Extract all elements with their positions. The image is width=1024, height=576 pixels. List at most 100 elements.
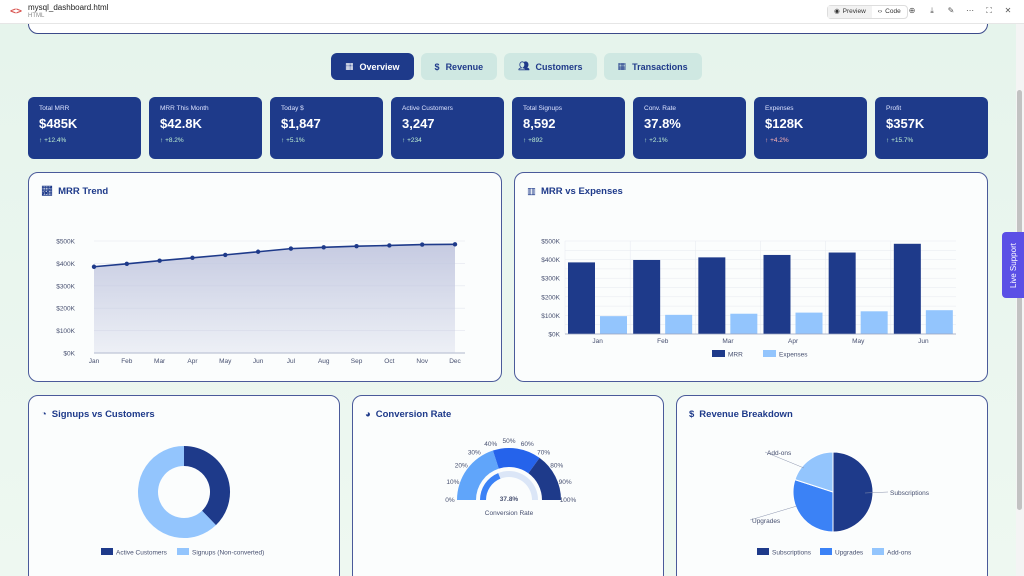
tab-revenue[interactable]: $ Revenue xyxy=(420,53,498,80)
expenses-bar xyxy=(600,316,627,334)
mrr-point xyxy=(288,246,294,251)
mrr-point xyxy=(321,245,326,250)
gauge-tick-label: 80% xyxy=(550,462,563,469)
mrr-bar xyxy=(698,257,726,334)
pie-slice xyxy=(832,451,874,533)
pie-label: Subscriptions xyxy=(890,490,930,497)
mrr-point xyxy=(124,261,130,267)
mrr-line xyxy=(93,243,456,268)
x-tick-label: Mar xyxy=(154,358,166,365)
kpi-card-conv-rate: Conv. Rate 37.8% ↑ +2.1% xyxy=(633,97,746,159)
kpi-value: $1,847 xyxy=(281,116,321,131)
kpi-card-total-signups: Total Signups 8,592 ↑ +892 xyxy=(512,97,625,159)
expenses-bar xyxy=(860,311,888,334)
conversion-rate-card: 0% 10% 20% 30% 40% 50% 60% 70% 80% 90% 100% 37.8% Co… xyxy=(352,395,664,576)
kpi-value: 8,592 xyxy=(523,116,556,131)
y-tick-label: $200K xyxy=(56,306,75,313)
x-tick-label: Jun xyxy=(918,338,929,345)
x-tick-label: Dec xyxy=(449,358,461,365)
live-support-label[interactable]: Live Support xyxy=(1008,242,1018,288)
conversion-gauge-chart: 0% 10% 20%30%40% 50% 60%70%80% 90% 100% 37.8% Co… xyxy=(445,438,577,517)
live-support-button[interactable] xyxy=(1002,232,1024,298)
line-chart-icon: 📈︎ xyxy=(41,186,54,197)
donut-slice xyxy=(138,446,216,538)
y-tick-label: $200K xyxy=(541,294,560,301)
gauge-tick-label: 100% xyxy=(560,497,577,504)
gauge-tick-label: 0% xyxy=(445,497,455,504)
close-icon[interactable]: ✕ xyxy=(1004,6,1012,15)
code-button[interactable]: ‹› Code xyxy=(872,6,907,18)
gauge-value: 37.8% xyxy=(500,496,519,503)
arrow-up-icon: ↑ xyxy=(644,137,650,144)
preview-button[interactable]: ◉ Preview xyxy=(828,6,872,18)
gauge-tick-label: 10% xyxy=(446,479,459,486)
mrr-trend-card: $0K $100K $200K $300K $400K $500K Jan Feb Mar Apr… xyxy=(28,172,502,382)
legend-label: MRR xyxy=(728,352,743,359)
expenses-bar xyxy=(665,314,693,334)
download-icon[interactable]: ⤓ xyxy=(930,6,934,15)
legend-label: Upgrades xyxy=(835,550,864,557)
html-file-icon: <> xyxy=(10,6,23,17)
arrow-up-icon: ↑ xyxy=(39,137,45,144)
legend-swatch xyxy=(820,548,832,555)
tab-customers[interactable]: 👥︎ Customers xyxy=(504,53,597,80)
legend-label: Signups (Non-converted) xyxy=(192,550,264,557)
kpi-change: ↑ +2.1% xyxy=(644,137,668,144)
kpi-card-expenses: Expenses $128K ↑ +4.2% xyxy=(754,97,867,159)
mrr-point xyxy=(419,242,425,247)
pie-slice xyxy=(792,479,834,533)
gauge-icon: ◕ xyxy=(365,409,371,420)
kpi-label: Active Customers xyxy=(402,105,453,112)
kpi-value: $128K xyxy=(765,116,804,131)
kpi-change: ↑ +4.2% xyxy=(765,137,789,144)
y-tick-label: $0K xyxy=(63,351,75,358)
mrr-point xyxy=(354,243,359,249)
x-tick-label: Apr xyxy=(187,358,198,365)
kpi-label: Expenses xyxy=(765,105,794,112)
signups-donut-chart: Active Customers Signups (Non-converted) xyxy=(101,446,264,557)
card-title: 📈︎ MRR Trend xyxy=(41,186,109,197)
mrr-bar xyxy=(893,243,921,334)
header-card xyxy=(28,24,988,34)
kpi-card-active-customers: Active Customers 3,247 ↑ +234 xyxy=(391,97,504,159)
gauge-segment xyxy=(457,450,499,500)
gauge-tick-label: 60% xyxy=(521,441,534,448)
expand-icon[interactable]: ⛶ xyxy=(986,6,992,15)
dollar-icon: $ xyxy=(434,61,440,72)
y-tick-label: $100K xyxy=(56,328,75,335)
kpi-change: ↑ +12.4% xyxy=(39,137,67,144)
dollar-icon: $ xyxy=(689,409,695,420)
mrr-trend-chart: $0K $100K $200K $300K $400K $500K Jan Feb Mar Apr… xyxy=(56,239,465,365)
y-tick-label: $300K xyxy=(56,283,75,290)
more-icon[interactable]: ⋯ xyxy=(966,6,974,15)
kpi-label: Today $ xyxy=(281,105,304,112)
gauge-tick-label: 40% xyxy=(484,441,497,448)
mrr-point xyxy=(387,243,392,248)
revenue-pie-chart: Subscriptions Upgrades Add-ons Subscription… xyxy=(749,450,930,557)
edit-icon[interactable]: ✎ xyxy=(947,6,955,15)
x-tick-label: Feb xyxy=(657,338,669,345)
legend-label: Expenses xyxy=(779,352,808,359)
kpi-value: $357K xyxy=(886,116,925,131)
expenses-bar xyxy=(795,312,823,334)
globe-icon[interactable]: ⊕ xyxy=(908,6,916,15)
gauge-tick-label: 30% xyxy=(468,449,481,456)
dashboard-page: ▦ Overview $ Revenue 👥︎ Customers ▦ Tran… xyxy=(0,24,1016,576)
table-icon: ▦ xyxy=(617,61,627,71)
card-title: ◔ Signups vs Customers xyxy=(41,409,155,420)
kpi-card-profit: Profit $357K ↑ +15.7% xyxy=(875,97,988,159)
x-tick-label: Feb xyxy=(121,358,133,365)
legend-swatch xyxy=(757,548,769,555)
scrollbar-thumb[interactable] xyxy=(1017,90,1022,510)
legend-label: Add-ons xyxy=(887,550,912,557)
legend-swatch xyxy=(177,548,189,555)
mrr-vs-expenses-chart: $0K $100K $200K $300K $400K $500K Jan Feb Mar Apr… xyxy=(541,239,956,359)
app-title-bar: <> mysql_dashboard.html HTML ◉ Preview ‹›… xyxy=(0,0,1024,24)
gauge-segment xyxy=(492,448,540,474)
tab-overview[interactable]: ▦ Overview xyxy=(331,53,414,80)
kpi-label: Total MRR xyxy=(39,105,70,112)
tab-transactions[interactable]: ▦ Transactions xyxy=(603,53,702,80)
mrr-vs-expenses-card: $0K $100K $200K $300K $400K $500K Jan Feb Mar Apr… xyxy=(514,172,988,382)
y-tick-label: $400K xyxy=(541,257,560,264)
kpi-label: Total Signups xyxy=(523,105,563,112)
